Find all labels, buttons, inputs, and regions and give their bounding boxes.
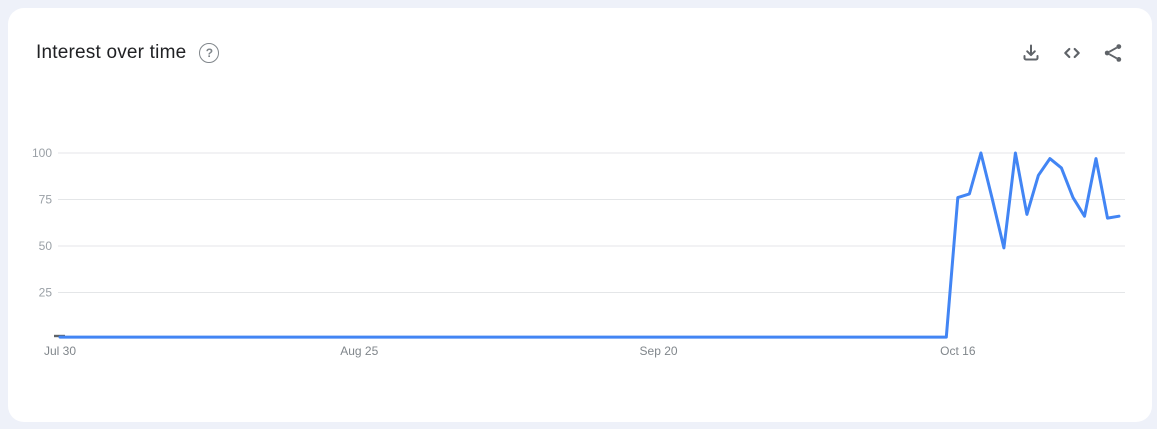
embed-button[interactable] xyxy=(1059,40,1085,66)
x-axis-tick-label: Oct 16 xyxy=(940,344,976,358)
download-icon xyxy=(1019,41,1043,65)
x-axis-tick-label: Jul 30 xyxy=(44,344,76,358)
x-axis-tick-label: Sep 20 xyxy=(640,344,678,358)
action-buttons xyxy=(1018,40,1126,66)
y-axis-tick-label: 100 xyxy=(32,146,52,160)
y-axis-tick-label: 75 xyxy=(39,193,53,207)
help-icon[interactable]: ? xyxy=(199,43,220,63)
trend-line xyxy=(58,151,1121,339)
card-header: Interest over time ? xyxy=(36,33,1126,73)
y-axis-tick-label: 25 xyxy=(39,286,53,300)
interest-over-time-card: Interest over time ? xyxy=(8,8,1152,422)
chart-title: Interest over time xyxy=(36,42,187,63)
share-button[interactable] xyxy=(1100,40,1126,66)
y-axis-tick-label: 50 xyxy=(39,239,53,253)
share-icon xyxy=(1101,41,1125,65)
title-row: Interest over time ? xyxy=(36,42,220,64)
x-axis-tick-label: Aug 25 xyxy=(340,344,378,358)
embed-icon xyxy=(1060,41,1084,65)
download-button[interactable] xyxy=(1018,40,1044,66)
interest-over-time-chart[interactable]: 25 50 75 100 Jul 30 Aug 25 Sep 20 Oct 16 xyxy=(8,8,1152,422)
